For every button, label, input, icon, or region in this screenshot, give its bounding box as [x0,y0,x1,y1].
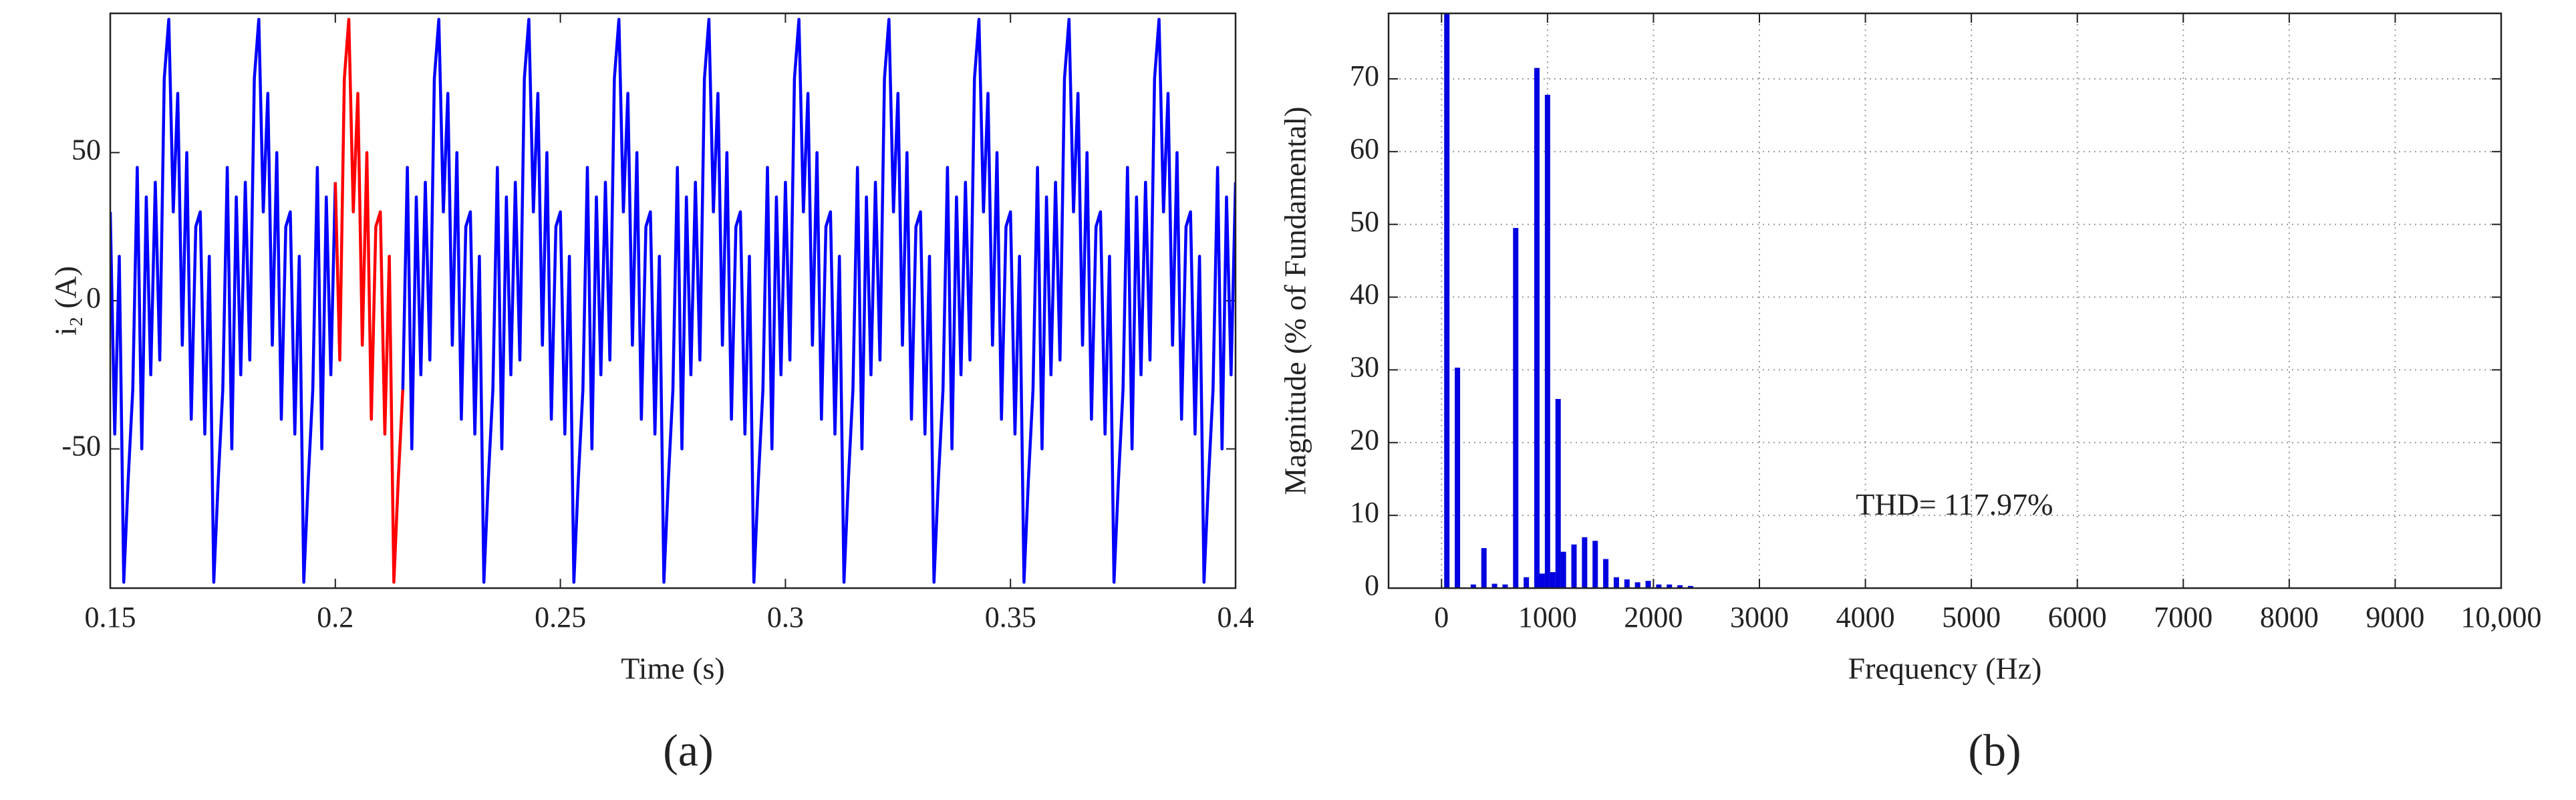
x-tick-label: 0 [1434,601,1449,634]
chart-panel: 0 10 20 30 40 50 60 70 0 1000 2000 3000 4000 5000 6000… [1278,12,2542,776]
y-tick-label: 60 [1350,132,1379,165]
x-tick-label: 4000 [1836,601,1895,634]
plot-frame [109,12,1237,589]
bar [1677,585,1683,588]
y-tick-label: 0 [86,281,101,314]
x-tick-label: 0.15 [85,601,136,634]
bar [1687,585,1693,588]
y-axis-title: i₂ (A) [49,266,83,336]
bar [1470,584,1476,588]
chart-panel: -50 0 50 0.15 0.2 0.25 0.3 0.35 0.4 Time (s) i₂ (A… [49,12,1254,776]
annotation: THD= 117.97% [1856,487,2053,521]
x-tick-label: 0.3 [767,601,804,634]
panel-caption: (b) [1968,725,2021,776]
x-tick-label: 3000 [1730,601,1789,634]
bar [1582,537,1588,588]
y-tick-label: 50 [71,133,101,166]
bar [1534,68,1540,588]
bar [1544,94,1550,588]
x-tick-label: 0.2 [317,601,353,634]
bar [1550,572,1556,588]
bar [1624,579,1630,588]
bar [1502,584,1508,588]
bar [1481,548,1487,588]
x-axis-title: Frequency (Hz) [1848,652,2042,686]
x-axis-title: Time (s) [621,652,725,686]
bar [1539,573,1545,588]
plot-area [110,17,1236,584]
x-tick-label: 0.35 [985,601,1036,634]
bar [1571,544,1577,588]
x-tick-label: 6000 [2048,601,2107,634]
x-tick-label: 9000 [2366,601,2424,634]
bar [1491,583,1497,588]
bar [1667,584,1673,588]
bar [1613,577,1619,588]
y-tick-label: 20 [1350,423,1379,456]
y-tick-label: 30 [1350,351,1379,384]
bar [1592,541,1598,588]
series-line [333,17,405,584]
y-axis-title: Magnitude (% of Fundamental) [1278,106,1312,495]
x-tick-label: 10,000 [2461,601,2542,634]
bar [1513,228,1519,588]
panel-caption: (a) [663,725,713,776]
x-tick-label: 7000 [2154,601,2212,634]
x-tick-label: 2000 [1624,601,1683,634]
x-tick-label: 1000 [1518,601,1577,634]
y-tick-label: 70 [1350,59,1379,92]
y-tick-label: -50 [61,430,101,462]
bar [1524,577,1530,588]
bar [1634,582,1640,588]
x-tick-label: 0.4 [1218,601,1254,634]
bar [1555,398,1561,588]
bar [1656,584,1662,588]
bar [1603,559,1609,588]
plot-frame [1387,12,2502,589]
y-tick-label: 40 [1350,278,1379,311]
plot-area [1444,13,1693,588]
bar [1444,13,1450,588]
bar [1560,551,1566,588]
y-tick-label: 50 [1350,205,1379,238]
series-line [110,17,1236,584]
bar [1645,581,1651,588]
bar [1455,368,1461,588]
y-tick-label: 10 [1350,496,1379,529]
x-tick-label: 8000 [2260,601,2319,634]
x-tick-label: 0.25 [535,601,586,634]
y-tick-label: 0 [1365,569,1379,602]
x-tick-label: 5000 [1942,601,2001,634]
